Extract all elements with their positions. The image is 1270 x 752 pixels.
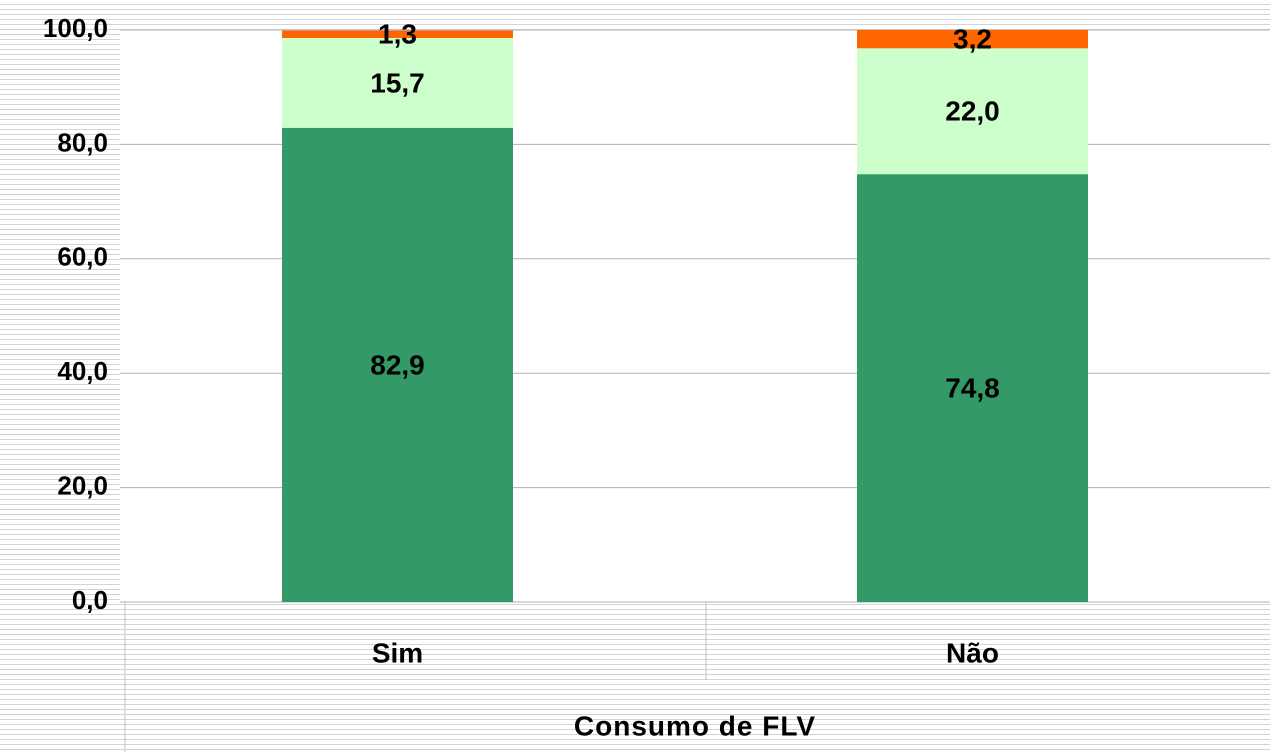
y-tick-label: 100,0 — [43, 13, 108, 43]
data-label: 74,8 — [945, 372, 1000, 403]
bar-segment — [857, 48, 1088, 175]
x-axis-title: Consumo de FLV — [574, 710, 816, 741]
bar-segment — [282, 127, 513, 602]
bar-segment — [857, 174, 1088, 603]
data-label: 3,2 — [953, 24, 992, 55]
y-tick-label: 20,0 — [57, 470, 108, 500]
x-tick-label: Sim — [372, 637, 423, 668]
data-label: 22,0 — [945, 96, 1000, 127]
y-tick-label: 0,0 — [72, 585, 108, 615]
y-tick-label: 80,0 — [57, 127, 108, 157]
bar-segment — [282, 38, 513, 128]
bar-segment — [282, 30, 513, 39]
x-tick-label: Não — [946, 637, 999, 668]
data-label: 15,7 — [370, 67, 425, 98]
data-label: 82,9 — [370, 349, 425, 380]
data-label: 1,3 — [378, 19, 417, 50]
y-tick-label: 60,0 — [57, 242, 108, 272]
y-tick-label: 40,0 — [57, 356, 108, 386]
bar-segment — [857, 30, 1088, 49]
